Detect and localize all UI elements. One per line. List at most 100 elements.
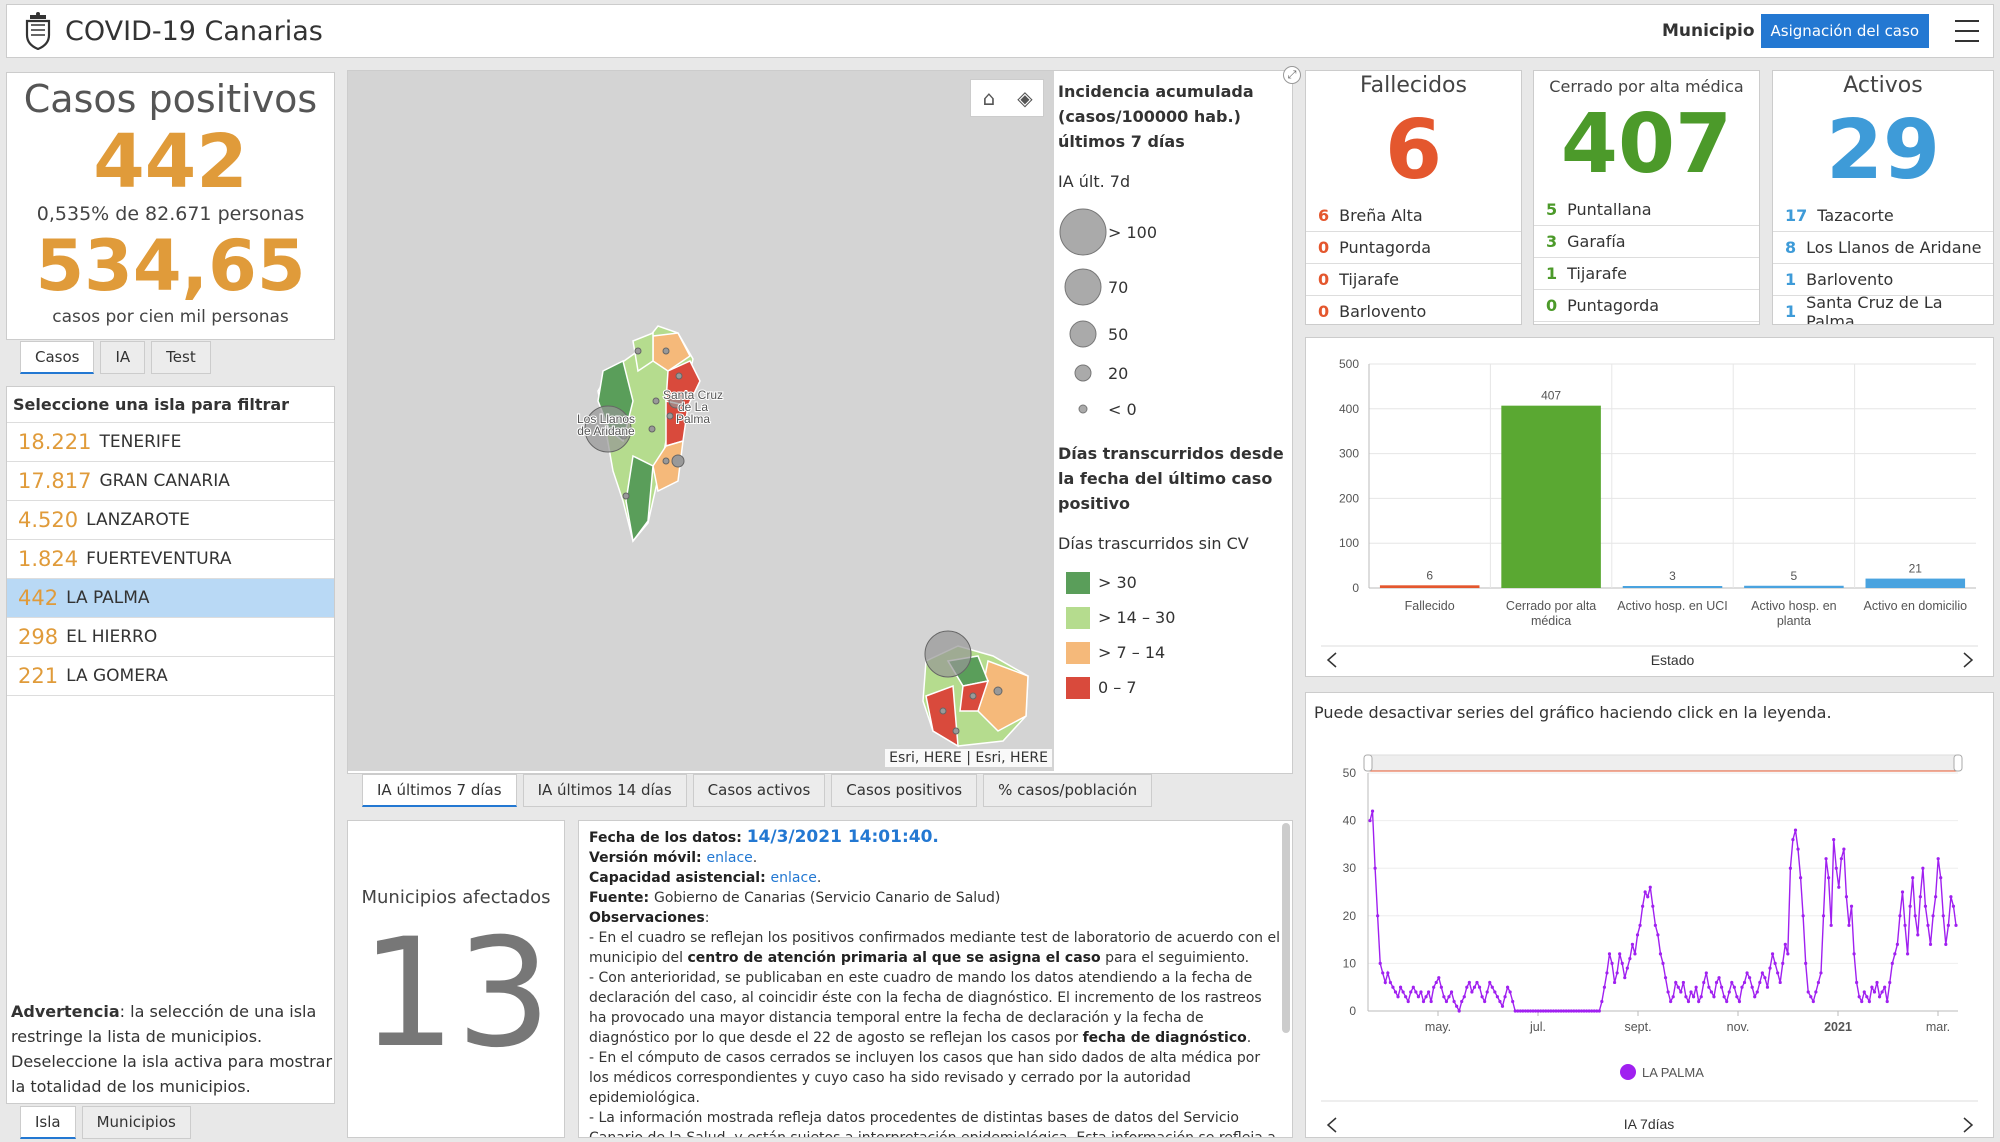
island-map[interactable]: Los Llanos de Aridane Santa Cruz de La P… — [348, 71, 1054, 771]
data-point — [1526, 1009, 1530, 1013]
data-point — [1620, 961, 1624, 965]
data-point — [1842, 847, 1846, 851]
data-point — [1674, 980, 1678, 985]
data-point — [1531, 1009, 1535, 1013]
data-label: 21 — [1909, 562, 1923, 576]
legend-color-14-30: > 14 – 30 — [1058, 600, 1288, 635]
data-point — [1870, 985, 1874, 989]
tab-ia[interactable]: IA — [100, 341, 146, 374]
island-row-gran-canaria[interactable]: 17.817 GRAN CANARIA — [7, 462, 334, 501]
ia7-line-chart[interactable]: 0 10 20 30 40 50 may. jul. sept. nov. 2021 mar. LA P… — [1306, 693, 1993, 1137]
data-point — [1646, 895, 1650, 899]
tab-casos-positivos[interactable]: Casos positivos — [831, 774, 978, 807]
chart-note: Puede desactivar series del gráfico haci… — [1314, 703, 1832, 722]
la-gomera-island[interactable] — [922, 630, 1029, 748]
cerrado-row[interactable]: 0 Puntagorda — [1534, 290, 1759, 322]
tab-casos-poblacion[interactable]: % casos/población — [983, 774, 1153, 807]
fecha-value: 14/3/2021 14:01:40. — [746, 827, 939, 847]
data-point — [1908, 904, 1912, 908]
data-point — [1834, 866, 1838, 870]
data-point — [1801, 914, 1805, 918]
data-point — [1735, 995, 1739, 999]
chevron-left-icon — [1326, 1117, 1337, 1133]
hamburger-menu-icon[interactable] — [1955, 20, 1979, 42]
fallecidos-row[interactable]: 0 Puntagorda — [1306, 232, 1521, 264]
data-point — [1434, 980, 1438, 985]
casos-positivos-panel: Casos positivos 442 0,535% de 82.671 per… — [6, 72, 335, 340]
data-point — [1439, 985, 1443, 989]
map-label-santa-cruz-3: Palma — [676, 412, 710, 426]
data-point — [1421, 999, 1426, 1004]
data-point — [1941, 914, 1945, 918]
data-point — [1513, 1009, 1517, 1013]
data-point — [1376, 914, 1380, 918]
data-point — [1691, 995, 1696, 999]
data-point — [1424, 995, 1428, 999]
data-point — [1383, 980, 1387, 985]
tab-test[interactable]: Test — [151, 341, 211, 374]
data-point — [1883, 985, 1887, 989]
fallecidos-row[interactable]: 6 Breña Alta — [1306, 200, 1521, 232]
expand-icon[interactable]: ⤢ — [1283, 66, 1301, 84]
municipio-label: Municipio — [1662, 21, 1755, 41]
island-row-fuerteventura[interactable]: 1.824 FUERTEVENTURA — [7, 540, 334, 579]
data-point — [1630, 942, 1635, 946]
data-point — [1610, 961, 1614, 965]
data-point — [1704, 971, 1708, 975]
data-point — [1839, 857, 1843, 861]
data-point — [1796, 847, 1800, 851]
island-row-el-hierro[interactable]: 298 EL HIERRO — [7, 618, 334, 657]
map-canvas[interactable]: Los Llanos de Aridane Santa Cruz de La P… — [348, 71, 1054, 771]
data-label: 6 — [1426, 568, 1433, 582]
tab-ia-14[interactable]: IA últimos 14 días — [522, 774, 687, 807]
data-point — [1605, 971, 1609, 975]
island-row-lanzarote[interactable]: 4.520 LANZAROTE — [7, 501, 334, 540]
data-point — [1913, 914, 1917, 918]
data-point — [1819, 971, 1823, 975]
island-row-la-palma[interactable]: 442 LA PALMA — [7, 579, 334, 618]
tab-isla[interactable]: Isla — [20, 1106, 76, 1139]
activos-row[interactable]: 8 Los Llanos de Aridane — [1773, 232, 1993, 264]
cerrado-row[interactable]: 1 Tijarafe — [1534, 258, 1759, 290]
layers-icon[interactable]: ◈ — [1017, 86, 1033, 110]
estado-bar-chart[interactable]: 0 100 200 300 400 500 6 Fallecido 407 Cerrado por… — [1306, 338, 1993, 676]
tab-casos-activos[interactable]: Casos activos — [692, 774, 826, 807]
bar — [1744, 585, 1844, 588]
tab-municipios[interactable]: Municipios — [81, 1106, 191, 1139]
data-point — [1381, 971, 1385, 975]
cerrado-row[interactable]: 5 Puntallana — [1534, 194, 1759, 226]
data-point — [1671, 995, 1675, 999]
data-point — [1865, 995, 1869, 999]
data-point — [1396, 995, 1400, 999]
la-palma-island[interactable]: Los Llanos de Aridane Santa Cruz de La P… — [576, 325, 724, 543]
data-point — [1798, 876, 1803, 880]
activos-row[interactable]: 1 Barlovento — [1773, 264, 1993, 296]
capacidad-link[interactable]: enlace — [770, 870, 817, 886]
activos-row[interactable]: 1 Santa Cruz de La Palma — [1773, 293, 1993, 325]
y-tick-label: 500 — [1339, 357, 1359, 371]
island-list-header: Seleccione una isla para filtrar — [7, 387, 334, 423]
data-point — [1758, 980, 1762, 985]
tab-ia-7[interactable]: IA últimos 7 días — [362, 774, 517, 807]
data-point — [1500, 1004, 1505, 1008]
data-point — [1607, 952, 1612, 956]
island-row-la-gomera[interactable]: 221 LA GOMERA — [7, 657, 334, 696]
movil-link[interactable]: enlace — [706, 850, 753, 866]
fallecidos-row[interactable]: 0 Barlovento — [1306, 296, 1521, 324]
cerrado-row[interactable]: 3 Garafía — [1534, 226, 1759, 258]
activos-row[interactable]: 17 Tazacorte — [1773, 200, 1993, 232]
island-tabbar: Isla Municipios — [20, 1106, 191, 1139]
data-point — [1898, 914, 1902, 918]
island-row-tenerife[interactable]: 18.221 TENERIFE — [7, 423, 334, 462]
tab-casos[interactable]: Casos — [20, 341, 95, 374]
data-point — [1449, 990, 1454, 994]
asignacion-button[interactable]: Asignación del caso — [1760, 14, 1929, 48]
scrollbar[interactable] — [1282, 823, 1290, 1033]
data-point — [1393, 990, 1398, 994]
fallecidos-row[interactable]: 0 Tijarafe — [1306, 264, 1521, 296]
data-point — [1378, 961, 1382, 965]
data-point — [1936, 857, 1940, 861]
data-point — [1880, 990, 1884, 994]
x-axis-title: IA 7días — [1624, 1116, 1675, 1132]
home-icon[interactable]: ⌂ — [982, 86, 996, 110]
